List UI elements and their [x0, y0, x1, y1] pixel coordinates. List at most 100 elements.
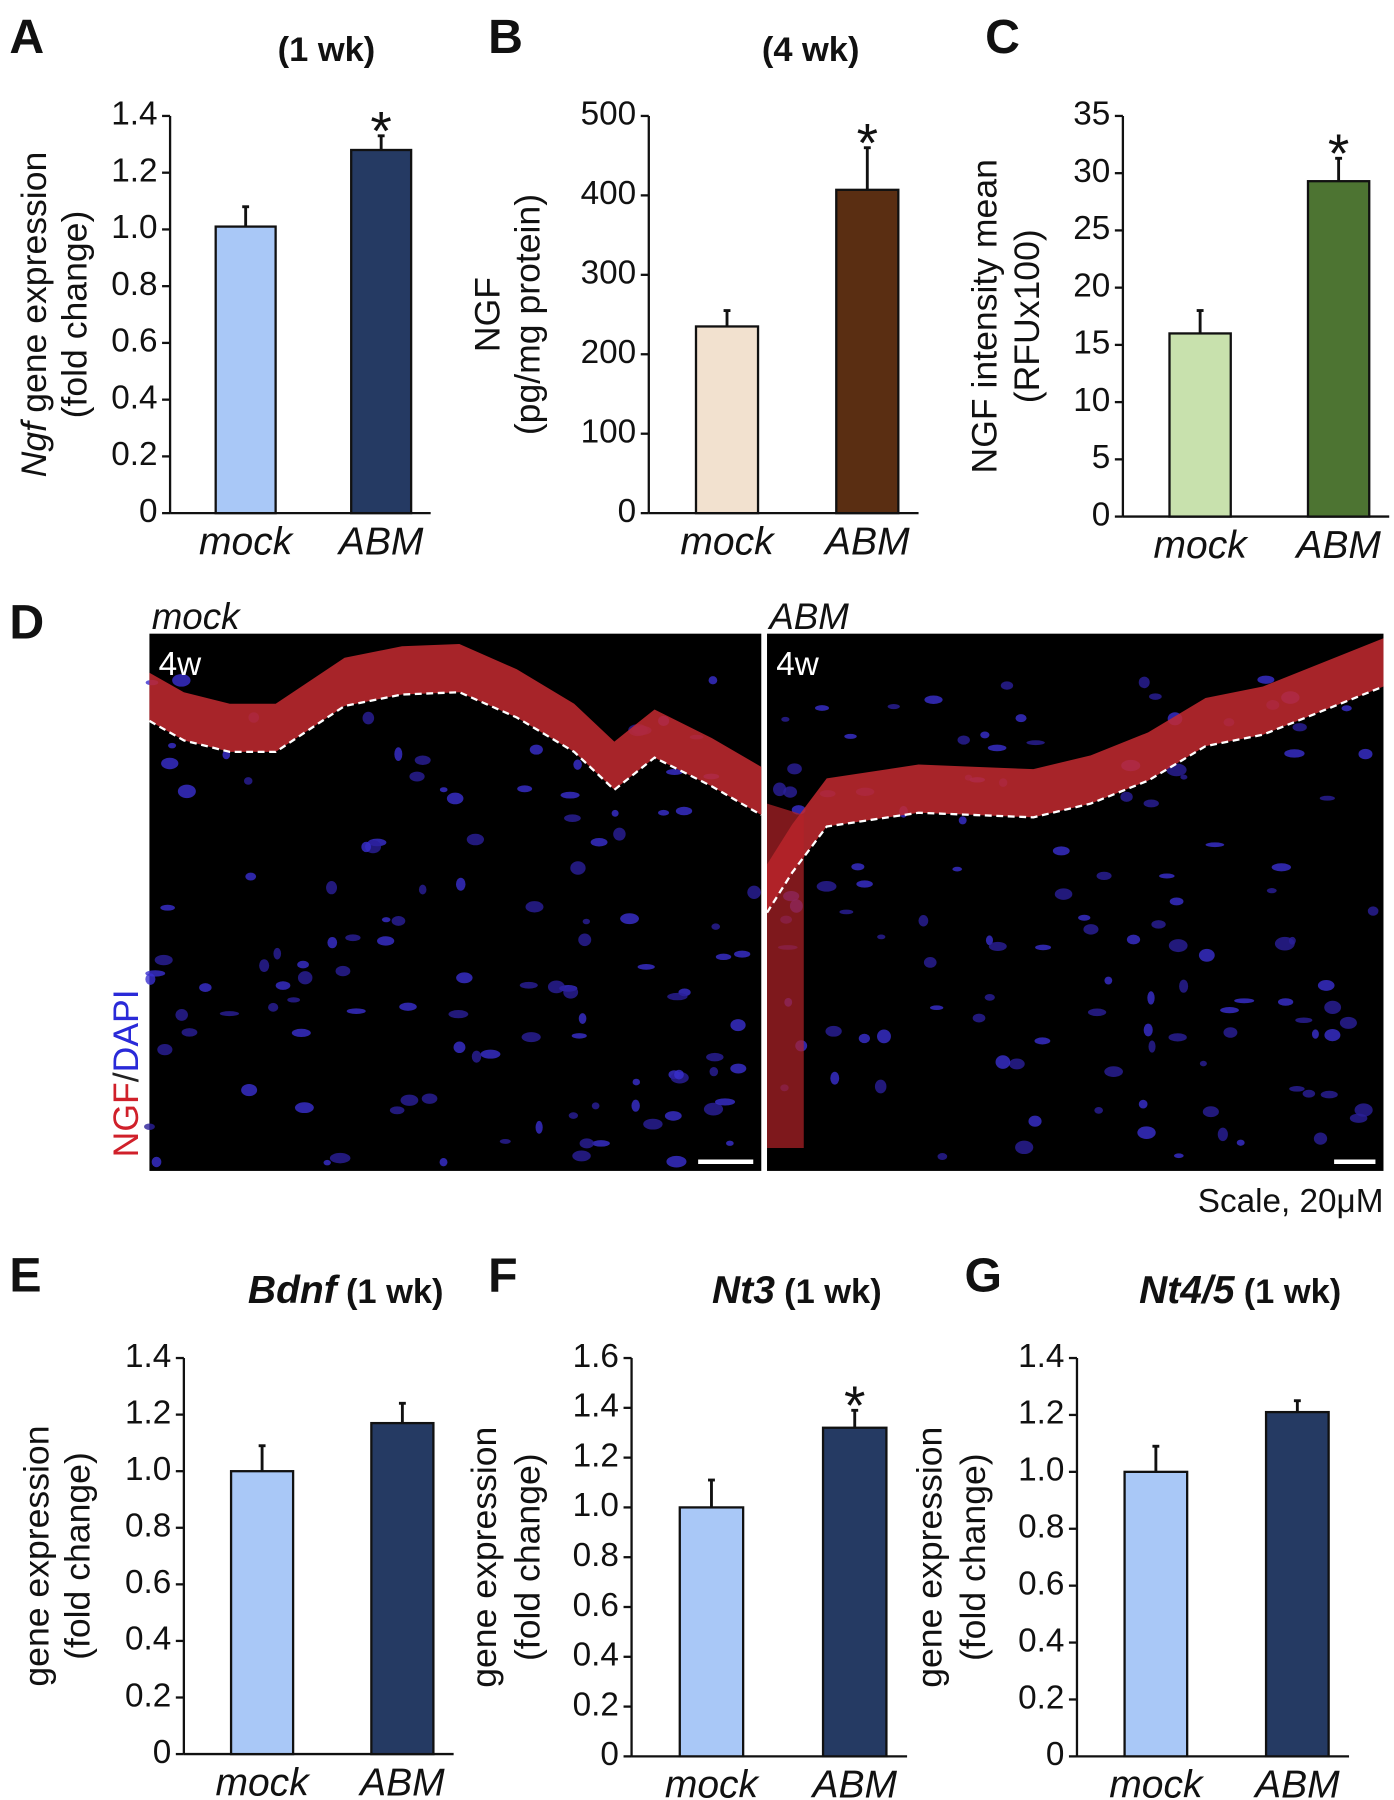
y-axis-label-text: gene expression	[910, 1427, 950, 1688]
nucleus	[1311, 1029, 1319, 1039]
nucleus	[952, 866, 963, 872]
nucleus	[1138, 1099, 1148, 1109]
y-tick-label: 1.2	[111, 152, 157, 189]
nucleus	[980, 731, 990, 739]
nucleus	[858, 1033, 870, 1044]
nucleus	[327, 937, 338, 949]
nucleus	[1054, 888, 1073, 900]
nucleus	[844, 733, 857, 739]
nucleus	[1159, 873, 1175, 879]
y-tick-label: 400	[581, 175, 637, 212]
title-time: (1 wk)	[784, 1273, 882, 1311]
nucleus	[323, 1159, 331, 1166]
y-axis-label-text: (fold change)	[953, 1453, 993, 1661]
panel-label: E	[9, 1248, 41, 1302]
y-tick-label: 0	[153, 1734, 172, 1771]
bar	[370, 1421, 435, 1756]
y-tick-label: 1.0	[125, 1451, 171, 1488]
nucleus	[1137, 1126, 1156, 1140]
nucleus	[1324, 1028, 1341, 1042]
y-axis-label: gene expression	[464, 1427, 504, 1688]
nucleus	[783, 786, 798, 798]
nucleus	[1292, 723, 1307, 732]
y-tick-label: 1.2	[573, 1437, 619, 1474]
y-axis-label-text: gene expression	[464, 1427, 504, 1688]
dermal-boundary	[148, 691, 762, 817]
y-tick-label: 100	[581, 413, 637, 450]
nucleus	[703, 1102, 724, 1116]
nucleus	[1094, 1106, 1103, 1114]
nucleus	[439, 1157, 448, 1167]
y-tick-label: 300	[581, 255, 637, 292]
nucleus	[547, 980, 565, 994]
panel-title: Bdnf (1 wk)	[248, 1269, 444, 1312]
nucleus	[620, 913, 639, 925]
x-tick-label: mock	[680, 520, 776, 563]
nucleus	[151, 1156, 162, 1168]
nucleus	[773, 782, 787, 797]
nucleus	[985, 935, 994, 946]
panel-label: D	[9, 595, 44, 649]
micrograph	[144, 633, 762, 1171]
nucleus	[578, 933, 592, 947]
y-tick-label: 1.0	[111, 209, 157, 246]
nucleus	[1028, 1115, 1042, 1127]
y-axis-label: (fold change)	[508, 1453, 548, 1661]
nucleus	[1078, 914, 1091, 921]
nucleus	[1320, 1090, 1338, 1099]
nucleus	[714, 1098, 736, 1106]
nucleus	[439, 787, 448, 793]
nucleus	[711, 923, 721, 930]
nucleus	[1104, 976, 1113, 985]
nucleus	[456, 972, 473, 984]
significance-mark: *	[857, 111, 878, 173]
nucleus	[666, 768, 683, 775]
nucleus	[1126, 934, 1141, 945]
nucleus	[1302, 1089, 1316, 1098]
nucleus	[1138, 676, 1150, 689]
y-axis-label: (fold change)	[58, 1452, 98, 1660]
nucleus	[160, 904, 175, 911]
nucleus	[591, 1102, 600, 1110]
nucleus	[1026, 740, 1045, 746]
nucleus	[1358, 748, 1373, 760]
nucleus	[1147, 991, 1155, 1005]
nucleus	[611, 809, 619, 817]
panel-title: (1 wk)	[278, 31, 376, 69]
nucleus	[471, 1050, 482, 1063]
y-axis-label-text: gene expression	[14, 152, 54, 413]
nucleus	[400, 1094, 419, 1106]
nucleus	[667, 992, 688, 1001]
y-tick-label: 1.2	[1018, 1395, 1064, 1432]
nucleus	[851, 863, 865, 871]
y-tick-label: 0.2	[111, 436, 157, 473]
panel-label: A	[9, 10, 44, 64]
nucleus	[887, 703, 900, 710]
nucleus	[675, 806, 693, 816]
nucleus	[1151, 920, 1166, 929]
nucleus	[1295, 1017, 1313, 1023]
y-axis-label-text: NGF	[468, 277, 508, 352]
y-tick-label: 1.4	[111, 96, 157, 133]
image-title: ABM	[767, 596, 849, 637]
y-axis-label: (fold change)	[953, 1453, 993, 1661]
epidermis	[149, 644, 762, 816]
micrograph	[766, 633, 1384, 1171]
y-axis-label: NGF	[468, 277, 508, 352]
panel-title: Nt4/5 (1 wk)	[1139, 1269, 1341, 1312]
nucleus	[291, 1028, 311, 1038]
nucleus	[708, 676, 718, 685]
nucleus	[517, 785, 533, 793]
nucleus	[726, 1140, 734, 1146]
stain-part: /	[106, 1072, 146, 1082]
nucleus	[988, 941, 1007, 951]
x-tick-label: ABM	[358, 1761, 445, 1800]
nucleus	[1168, 1033, 1187, 1042]
title-time: (1 wk)	[346, 1273, 444, 1311]
x-tick-label: mock	[199, 520, 295, 563]
nucleus	[446, 792, 464, 805]
nucleus	[157, 1043, 173, 1056]
nucleus	[570, 861, 586, 875]
nucleus	[1199, 1060, 1207, 1067]
